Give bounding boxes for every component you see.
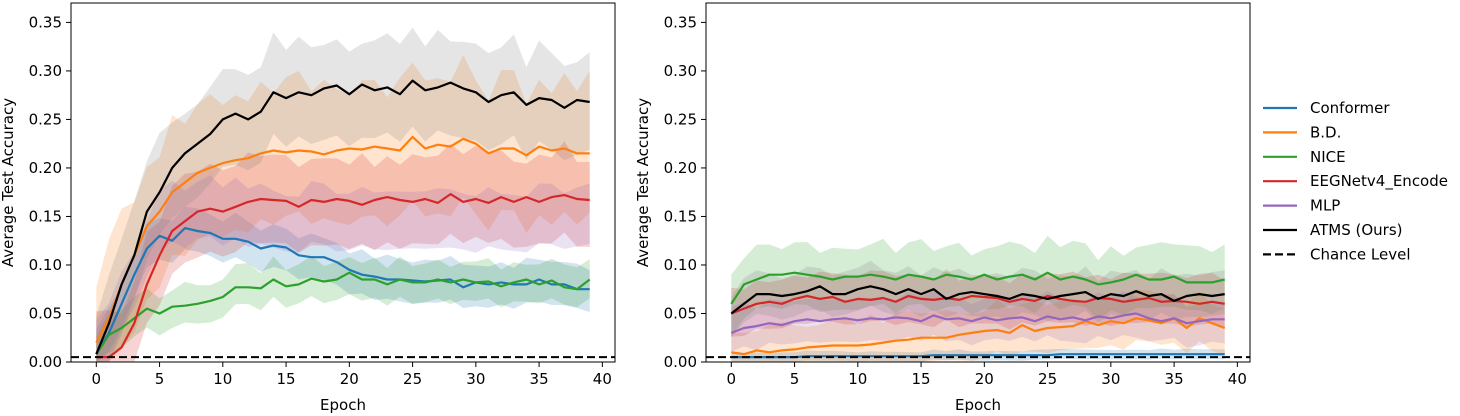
x-axis-title: Epoch bbox=[955, 396, 1001, 414]
chart-right: 0.00 0.05 0.10 0.15 0.20 0.25 0.30 0.35 0 5 10 15 20… bbox=[634, 2, 1251, 414]
x-tick-label: 20 bbox=[975, 370, 994, 388]
axes-frame bbox=[705, 2, 1251, 363]
y-tick-label: 0.30 bbox=[664, 62, 697, 80]
series-line-nice bbox=[95, 271, 591, 355]
y-tick-label: 0.25 bbox=[664, 110, 697, 128]
series-line-conformer bbox=[731, 353, 1225, 359]
confidence-band-atms-ours- bbox=[96, 27, 590, 362]
x-tick-label: 10 bbox=[213, 370, 232, 388]
confidence-band-conformer bbox=[96, 206, 590, 362]
series-line-eegnetv4-encode bbox=[730, 294, 1225, 315]
y-axis-title: Average Test Accuracy bbox=[634, 98, 652, 267]
legend-label: Chance Level bbox=[1310, 245, 1411, 263]
x-tick-label: 10 bbox=[848, 370, 867, 388]
y-tick-label: 0.30 bbox=[29, 62, 62, 80]
x-tick-label: 15 bbox=[277, 370, 296, 388]
series-line-atms-ours- bbox=[95, 79, 590, 355]
plot-area bbox=[706, 235, 1250, 362]
series-line-b-d- bbox=[95, 135, 590, 344]
confidence-band-atms-ours- bbox=[731, 260, 1225, 338]
axes-frame bbox=[70, 2, 616, 363]
y-tick-label: 0.20 bbox=[664, 159, 697, 177]
confidence-band-b-d- bbox=[731, 290, 1225, 362]
y-tick-label: 0.00 bbox=[29, 353, 62, 371]
confidence-band-nice bbox=[731, 235, 1225, 336]
legend-label: Conformer bbox=[1310, 99, 1390, 117]
y-tick-label: 0.10 bbox=[29, 256, 62, 274]
y-tick-label: 0.35 bbox=[29, 13, 62, 31]
series-line-eegnetv4-encode bbox=[96, 193, 590, 359]
y-tick-label: 0.15 bbox=[664, 207, 697, 225]
x-tick-label: 40 bbox=[1228, 370, 1247, 388]
y-tick-label: 0.10 bbox=[664, 256, 697, 274]
series-line-atms-ours- bbox=[730, 285, 1225, 315]
x-tick-label: 5 bbox=[155, 370, 165, 388]
confidence-band-b-d- bbox=[96, 55, 590, 362]
legend-label: EEGNetv4_Encode bbox=[1310, 172, 1448, 191]
x-tick-label: 25 bbox=[1038, 370, 1057, 388]
x-tick-label: 35 bbox=[1165, 370, 1184, 388]
x-axis-title: Epoch bbox=[320, 396, 366, 414]
y-axis-title: Average Test Accuracy bbox=[0, 98, 17, 267]
x-tick-label: 30 bbox=[466, 370, 485, 388]
y-tick-label: 0.05 bbox=[664, 304, 697, 322]
x-tick-label: 0 bbox=[727, 370, 737, 388]
confidence-band-mlp bbox=[96, 175, 590, 362]
series-line-mlp bbox=[730, 312, 1225, 334]
y-tick-label: 0.00 bbox=[664, 353, 697, 371]
x-tick-label: 25 bbox=[403, 370, 422, 388]
y-tick-label: 0.05 bbox=[29, 304, 62, 322]
x-tick-label: 0 bbox=[92, 370, 102, 388]
x-tick-label: 15 bbox=[912, 370, 931, 388]
plot-area bbox=[71, 27, 615, 362]
y-tick-label: 0.15 bbox=[29, 207, 62, 225]
x-tick-label: 40 bbox=[593, 370, 612, 388]
series-line-nice bbox=[730, 271, 1225, 305]
confidence-band-mlp bbox=[731, 290, 1225, 352]
confidence-band-nice bbox=[96, 256, 590, 362]
x-tick-label: 5 bbox=[790, 370, 800, 388]
legend-label: ATMS (Ours) bbox=[1310, 221, 1403, 239]
y-tick-label: 0.25 bbox=[29, 110, 62, 128]
legend-label: B.D. bbox=[1310, 123, 1341, 141]
legend-label: MLP bbox=[1310, 197, 1340, 215]
x-tick-label: 30 bbox=[1101, 370, 1120, 388]
chart-left: 0.00 0.05 0.10 0.15 0.20 0.25 0.30 0.35 0 5 10 15 20… bbox=[0, 2, 616, 414]
legend: Conformer B.D. NICE EEGNetv4_Encode MLP ATMS … bbox=[1263, 99, 1448, 263]
y-tick-label: 0.35 bbox=[664, 13, 697, 31]
confidence-band-eegnetv4-encode bbox=[96, 141, 590, 362]
y-tick-label: 0.20 bbox=[29, 159, 62, 177]
x-tick-label: 20 bbox=[340, 370, 359, 388]
legend-label: NICE bbox=[1310, 148, 1346, 166]
series-line-b-d- bbox=[731, 317, 1226, 356]
x-tick-label: 35 bbox=[530, 370, 549, 388]
